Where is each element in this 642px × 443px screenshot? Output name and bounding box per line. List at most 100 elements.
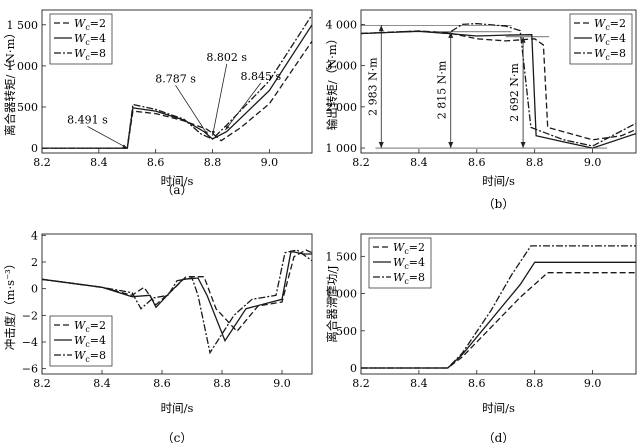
x-tick-label: 9.0 [584,156,602,169]
series-line [361,30,636,149]
y-tick-label: 1 500 [7,19,39,32]
legend-entry-label: Wc=2 [74,17,106,32]
series-line [42,14,312,149]
x-tick-label: 8.2 [33,377,51,390]
dimension-label: 2 692 N·m [508,63,521,122]
y-tick-label: −6 [22,363,38,376]
y-tick-label: 2 000 [326,101,358,114]
x-tick-label: 8.6 [147,156,165,169]
legend-entry-label: Wc=2 [74,319,106,334]
y-tick-label: 1 000 [326,288,358,301]
legend: Wc=2Wc=4Wc=8 [368,237,432,289]
legend-entry-label: Wc=4 [594,32,626,47]
y-tick-label: −4 [22,336,38,349]
x-tick-label: 8.4 [410,377,428,390]
panel-b: 8.2 8.4 8.6 8.8 9.0 1 000 2 000 3 000 4 000 时间/s 输… [325,9,637,211]
arrow-head [520,36,526,43]
panel-caption: （b） [483,197,515,211]
arrow-head [378,142,384,149]
annotation-label: 8.491 s [67,113,108,126]
y-tick-label: 500 [17,101,38,114]
legend-entry-label: Wc=2 [393,241,425,256]
arrow-head [448,31,454,38]
legend-entry-label: Wc=8 [393,271,425,286]
y-tick-label: 3 000 [326,60,358,73]
y-tick-label: 2 [31,256,38,269]
panel-c: 8.2 8.4 8.6 8.8 9.0 4 2 0 −2 −4 −6 时间/s 冲击度/（m·s⁻³） （… [3,229,313,443]
arrow-head [204,130,209,136]
x-tick-label: 8.8 [204,156,222,169]
x-tick-label: 8.8 [213,377,231,390]
arrow-head [448,142,454,149]
x-tick-label: 8.4 [410,156,428,169]
legend: Wc=2Wc=4Wc=8 [569,13,633,65]
x-tick-label: 9.0 [584,377,602,390]
panel-caption: （a） [161,183,192,197]
legend-entry-label: Wc=8 [74,349,106,364]
annotation-arrow [224,82,262,131]
dimension-label: 2 815 N·m [436,60,449,119]
plot-frame [41,233,313,375]
x-tick-label: 9.0 [261,156,279,169]
legend-box [49,315,113,367]
y-axis-label: 冲击度/（m·s⁻³） [3,258,17,351]
x-tick-label: 9.0 [273,377,291,390]
plot-frame [360,233,637,375]
arrow-head [122,144,128,149]
y-axis-label: 离合器转矩/（N·m） [3,27,17,136]
panel-a: 8.2 8.4 8.6 8.8 9.0 0 500 1 000 1 500 时间/s 离合器转矩/（… [3,9,313,197]
x-tick-label: 8.2 [352,156,370,169]
y-tick-label: 4 000 [326,18,358,31]
x-tick-label: 8.6 [153,377,171,390]
legend-entry-label: Wc=2 [594,17,626,32]
y-tick-label: −2 [22,309,38,322]
legend-box [49,13,113,65]
panel-caption: （d） [483,431,515,443]
x-axis-label: 时间/s [482,401,515,415]
y-tick-label: 1 000 [326,142,358,155]
legend-entry-label: Wc=8 [594,47,626,62]
y-axis-label: 离合器滑摩功/J [325,265,339,343]
annotation-arrow [212,63,228,136]
legend: Wc=2Wc=4Wc=8 [49,13,113,65]
y-axis-label: 输出转矩/（N·m） [325,33,339,131]
series-line [361,261,636,369]
legend-entry-label: Wc=4 [393,256,425,271]
dimension-label: 2 983 N·m [366,57,379,116]
y-tick-label: 0 [31,142,38,155]
legend-entry-label: Wc=4 [74,334,106,349]
x-tick-label: 8.6 [468,377,486,390]
series-line [361,245,636,369]
x-tick-label: 8.4 [90,156,108,169]
arrow-head [211,130,216,136]
x-axis-label: 时间/s [161,401,194,415]
series-line [42,249,312,355]
x-tick-label: 8.4 [93,377,111,390]
x-tick-label: 8.2 [352,377,370,390]
annotation-label: 8.787 s [155,72,196,85]
annotation-arrow [175,85,209,136]
x-tick-label: 8.2 [33,156,51,169]
x-tick-label: 8.8 [526,377,544,390]
arrow-head [520,142,526,149]
legend-box [368,237,432,289]
x-tick-label: 8.8 [526,156,544,169]
x-tick-label: 8.6 [468,156,486,169]
y-tick-label: 1 500 [326,250,358,263]
annotation-label: 8.845 s [241,70,282,83]
series-line [42,249,312,333]
legend-entry-label: Wc=8 [74,47,106,62]
series-line [361,22,636,147]
x-axis-label: 时间/s [482,174,515,188]
arrow-head [225,125,230,130]
y-tick-label: 500 [336,325,357,338]
y-tick-label: 0 [350,362,357,375]
annotation-label: 8.802 s [206,51,247,64]
panel-caption: （c） [162,431,193,443]
plot-frame [360,9,637,154]
y-tick-label: 4 [31,229,38,242]
legend-box [569,13,633,65]
plot-frame [41,9,313,154]
arrow-head [378,25,384,32]
